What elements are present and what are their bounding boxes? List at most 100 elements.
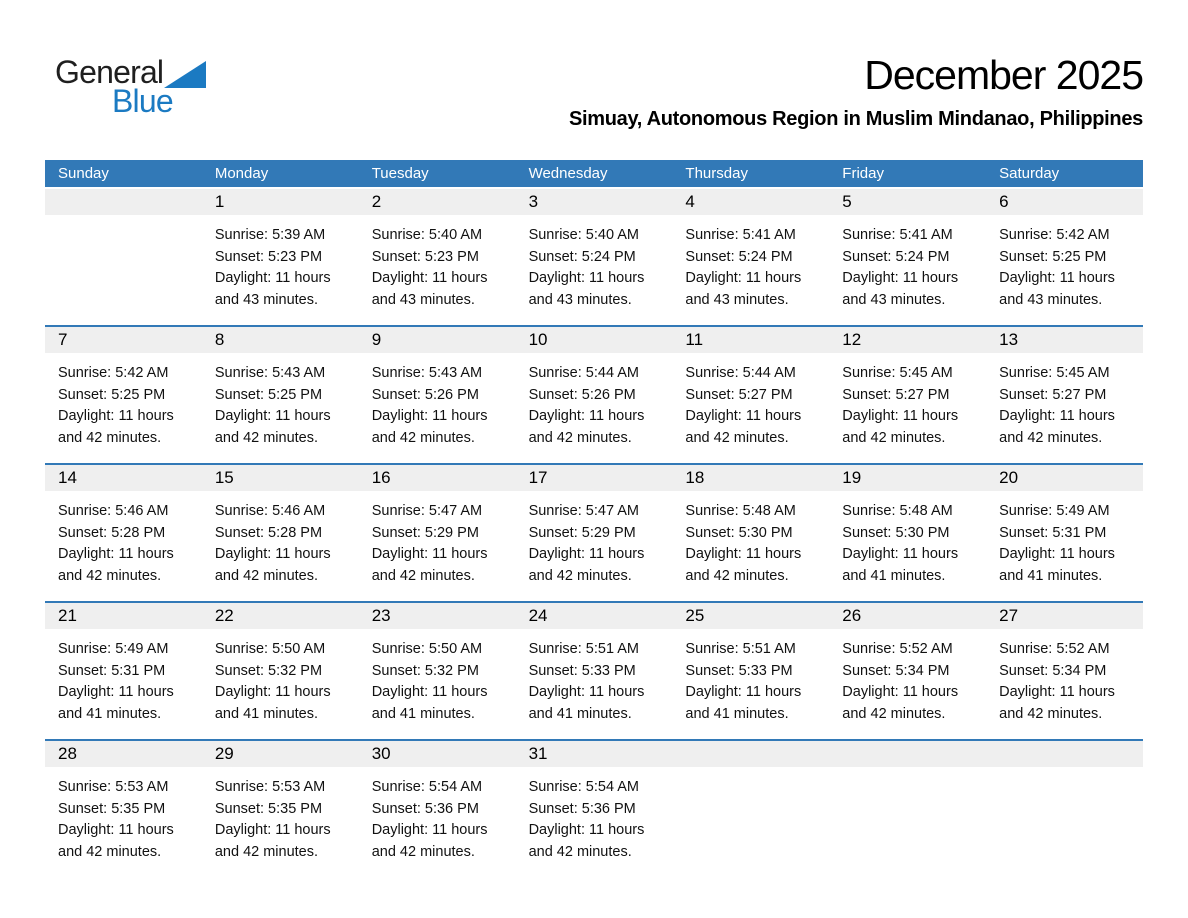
sunset-text: Sunset: 5:33 PM bbox=[685, 662, 793, 679]
day-number: 16 bbox=[358, 465, 516, 491]
day-number: 30 bbox=[358, 741, 516, 767]
sunset-text: Sunset: 5:27 PM bbox=[685, 386, 793, 403]
day-cell: 25 Sunrise: 5:51 AM Sunset: 5:33 PM Dayl… bbox=[672, 603, 830, 739]
day-cell: 13 Sunrise: 5:45 AM Sunset: 5:27 PM Dayl… bbox=[986, 327, 1143, 463]
week-row: 21 Sunrise: 5:49 AM Sunset: 5:31 PM Dayl… bbox=[45, 601, 1143, 739]
daylight-text-line2: and 42 minutes. bbox=[58, 567, 162, 584]
daylight-text-line1: Daylight: 11 hours bbox=[528, 408, 645, 424]
logo-blue-text: Blue bbox=[112, 83, 174, 119]
daylight-text-line2: and 41 minutes. bbox=[214, 705, 319, 722]
day-cell: 19 Sunrise: 5:48 AM Sunset: 5:30 PM Dayl… bbox=[829, 465, 987, 601]
sunrise-text: Sunrise: 5:43 AM bbox=[214, 365, 326, 381]
sunrise-text: Sunrise: 5:54 AM bbox=[371, 779, 483, 795]
day-cell: 6 Sunrise: 5:42 AM Sunset: 5:25 PM Dayli… bbox=[986, 189, 1143, 325]
daylight-text-line2: and 42 minutes. bbox=[58, 429, 162, 446]
sunset-text: Sunset: 5:29 PM bbox=[371, 524, 479, 541]
day-cell: 12 Sunrise: 5:45 AM Sunset: 5:27 PM Dayl… bbox=[829, 327, 987, 463]
day-cell: 10 Sunrise: 5:44 AM Sunset: 5:26 PM Dayl… bbox=[515, 327, 673, 463]
daylight-text-line1: Daylight: 11 hours bbox=[685, 546, 802, 562]
daylight-text-line1: Daylight: 11 hours bbox=[999, 408, 1115, 424]
daylight-text-line1: Daylight: 11 hours bbox=[528, 684, 645, 700]
daylight-text-line2: and 41 minutes. bbox=[371, 705, 475, 722]
day-details: Sunrise: 5:44 AM Sunset: 5:27 PM Dayligh… bbox=[672, 353, 829, 463]
sunrise-text: Sunrise: 5:47 AM bbox=[528, 503, 639, 519]
day-details bbox=[672, 767, 829, 791]
sunrise-text: Sunrise: 5:50 AM bbox=[214, 641, 326, 657]
day-details bbox=[829, 767, 986, 791]
day-number: 4 bbox=[672, 189, 830, 215]
daylight-text-line1: Daylight: 11 hours bbox=[214, 408, 331, 424]
day-details: Sunrise: 5:45 AM Sunset: 5:27 PM Dayligh… bbox=[829, 353, 986, 463]
day-details: Sunrise: 5:42 AM Sunset: 5:25 PM Dayligh… bbox=[986, 215, 1143, 325]
day-details: Sunrise: 5:53 AM Sunset: 5:35 PM Dayligh… bbox=[45, 767, 202, 877]
day-details: Sunrise: 5:41 AM Sunset: 5:24 PM Dayligh… bbox=[672, 215, 829, 325]
day-number: 29 bbox=[201, 741, 359, 767]
daylight-text-line1: Daylight: 11 hours bbox=[999, 546, 1115, 562]
sunrise-text: Sunrise: 5:51 AM bbox=[685, 641, 796, 657]
day-cell: 21 Sunrise: 5:49 AM Sunset: 5:31 PM Dayl… bbox=[45, 603, 202, 739]
week-row: 14 Sunrise: 5:46 AM Sunset: 5:28 PM Dayl… bbox=[45, 463, 1143, 601]
day-number: 17 bbox=[515, 465, 673, 491]
daylight-text-line1: Daylight: 11 hours bbox=[842, 684, 959, 700]
day-number: 6 bbox=[986, 189, 1143, 215]
day-number: 14 bbox=[45, 465, 202, 491]
day-number: 7 bbox=[45, 327, 202, 353]
day-details: Sunrise: 5:47 AM Sunset: 5:29 PM Dayligh… bbox=[359, 491, 516, 601]
daylight-text-line2: and 43 minutes. bbox=[685, 291, 789, 308]
day-number: 31 bbox=[515, 741, 673, 767]
daylight-text-line1: Daylight: 11 hours bbox=[214, 270, 331, 286]
day-cell: 24 Sunrise: 5:51 AM Sunset: 5:33 PM Dayl… bbox=[515, 603, 673, 739]
day-cell: 26 Sunrise: 5:52 AM Sunset: 5:34 PM Dayl… bbox=[829, 603, 987, 739]
daylight-text-line1: Daylight: 11 hours bbox=[528, 546, 645, 562]
day-number bbox=[45, 189, 202, 215]
day-cell: 7 Sunrise: 5:42 AM Sunset: 5:25 PM Dayli… bbox=[45, 327, 202, 463]
day-details: Sunrise: 5:49 AM Sunset: 5:31 PM Dayligh… bbox=[986, 491, 1143, 601]
calendar-weeks: 1 Sunrise: 5:39 AM Sunset: 5:23 PM Dayli… bbox=[45, 189, 1143, 877]
day-number: 26 bbox=[829, 603, 987, 629]
sunset-text: Sunset: 5:24 PM bbox=[528, 248, 636, 265]
day-number: 13 bbox=[986, 327, 1143, 353]
sunrise-text: Sunrise: 5:39 AM bbox=[214, 227, 326, 243]
sunrise-text: Sunrise: 5:49 AM bbox=[58, 641, 169, 657]
daylight-text-line1: Daylight: 11 hours bbox=[214, 822, 331, 838]
sunset-text: Sunset: 5:34 PM bbox=[842, 662, 950, 679]
day-cell: 14 Sunrise: 5:46 AM Sunset: 5:28 PM Dayl… bbox=[45, 465, 202, 601]
daylight-text-line2: and 41 minutes. bbox=[58, 705, 162, 722]
day-cell: 8 Sunrise: 5:43 AM Sunset: 5:25 PM Dayli… bbox=[201, 327, 359, 463]
day-number: 28 bbox=[45, 741, 202, 767]
day-details: Sunrise: 5:54 AM Sunset: 5:36 PM Dayligh… bbox=[516, 767, 673, 877]
day-details: Sunrise: 5:43 AM Sunset: 5:25 PM Dayligh… bbox=[202, 353, 359, 463]
day-number: 9 bbox=[358, 327, 516, 353]
daylight-text-line2: and 42 minutes. bbox=[58, 843, 162, 860]
day-details: Sunrise: 5:43 AM Sunset: 5:26 PM Dayligh… bbox=[359, 353, 516, 463]
sunset-text: Sunset: 5:25 PM bbox=[999, 248, 1107, 265]
sunrise-text: Sunrise: 5:41 AM bbox=[842, 227, 953, 243]
weekday-header-row: Sunday Monday Tuesday Wednesday Thursday… bbox=[45, 160, 1143, 187]
day-cell bbox=[986, 741, 1143, 877]
day-cell: 17 Sunrise: 5:47 AM Sunset: 5:29 PM Dayl… bbox=[515, 465, 673, 601]
day-details: Sunrise: 5:51 AM Sunset: 5:33 PM Dayligh… bbox=[672, 629, 829, 739]
sunrise-text: Sunrise: 5:53 AM bbox=[58, 779, 169, 795]
sunset-text: Sunset: 5:36 PM bbox=[528, 800, 636, 817]
sunset-text: Sunset: 5:30 PM bbox=[685, 524, 793, 541]
daylight-text-line1: Daylight: 11 hours bbox=[214, 684, 331, 700]
sunset-text: Sunset: 5:32 PM bbox=[371, 662, 479, 679]
daylight-text-line2: and 42 minutes. bbox=[214, 429, 319, 446]
day-details: Sunrise: 5:49 AM Sunset: 5:31 PM Dayligh… bbox=[45, 629, 202, 739]
day-cell: 30 Sunrise: 5:54 AM Sunset: 5:36 PM Dayl… bbox=[358, 741, 516, 877]
day-cell bbox=[45, 189, 202, 325]
daylight-text-line1: Daylight: 11 hours bbox=[58, 684, 174, 700]
day-details: Sunrise: 5:40 AM Sunset: 5:23 PM Dayligh… bbox=[359, 215, 516, 325]
daylight-text-line2: and 42 minutes. bbox=[528, 567, 632, 584]
day-cell: 16 Sunrise: 5:47 AM Sunset: 5:29 PM Dayl… bbox=[358, 465, 516, 601]
sunrise-text: Sunrise: 5:45 AM bbox=[842, 365, 953, 381]
week-row: 1 Sunrise: 5:39 AM Sunset: 5:23 PM Dayli… bbox=[45, 189, 1143, 325]
day-details: Sunrise: 5:52 AM Sunset: 5:34 PM Dayligh… bbox=[986, 629, 1143, 739]
sunset-text: Sunset: 5:28 PM bbox=[214, 524, 323, 541]
day-number: 19 bbox=[829, 465, 987, 491]
daylight-text-line1: Daylight: 11 hours bbox=[58, 822, 174, 838]
daylight-text-line1: Daylight: 11 hours bbox=[371, 684, 488, 700]
daylight-text-line2: and 42 minutes. bbox=[999, 429, 1103, 446]
sunset-text: Sunset: 5:23 PM bbox=[214, 248, 323, 265]
